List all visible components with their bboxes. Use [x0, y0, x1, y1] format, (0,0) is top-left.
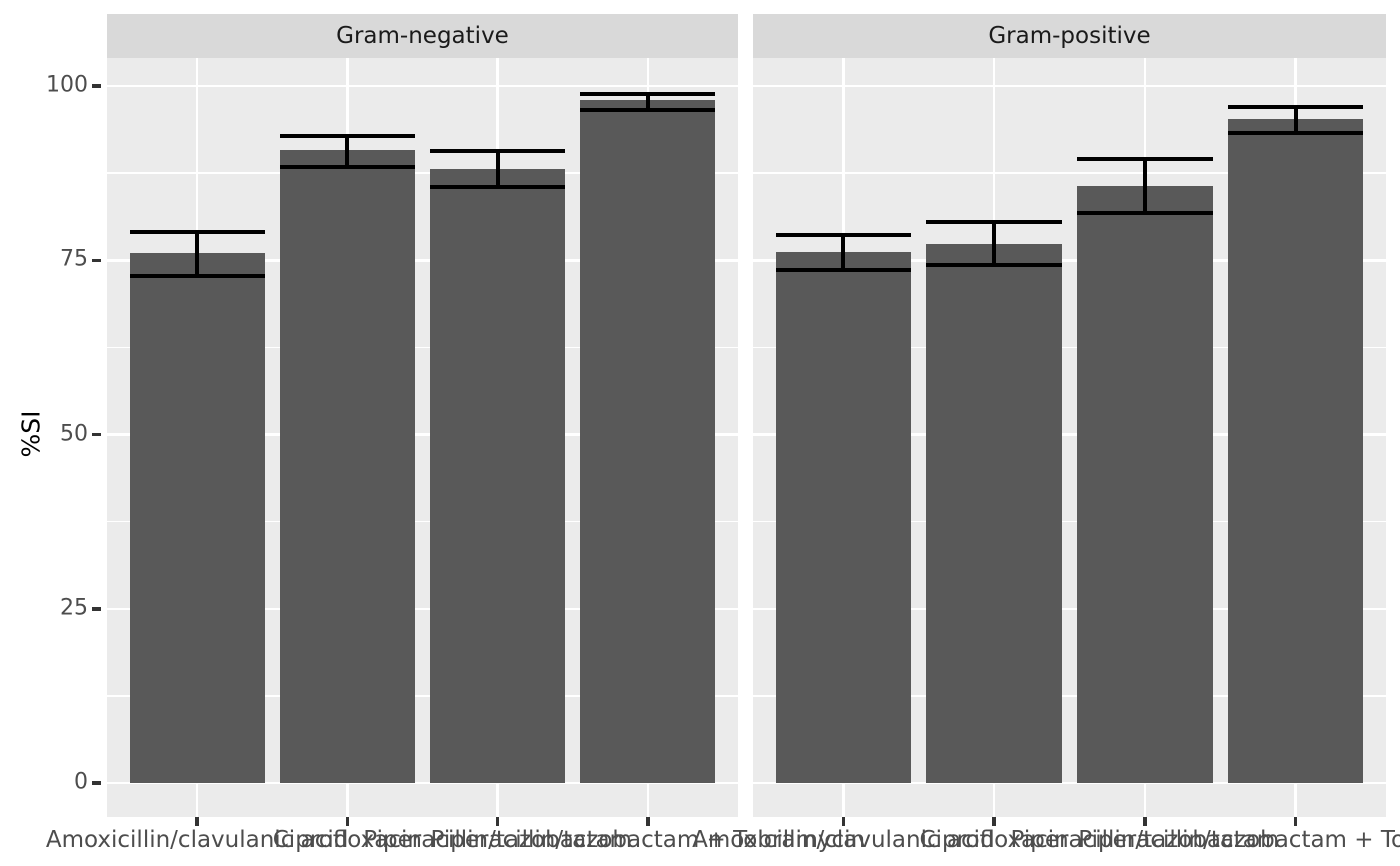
error-bar-cap — [129, 273, 265, 278]
bar — [430, 168, 566, 783]
gridline-minor-y — [753, 346, 1386, 349]
error-bar-stem — [992, 221, 997, 266]
y-tick-label: 0 — [74, 769, 88, 795]
x-tick-mark — [345, 817, 350, 826]
y-tick-mark — [92, 781, 101, 785]
gridline-major-y — [107, 259, 738, 262]
x-tick-mark — [841, 817, 846, 826]
x-tick-label: Ciprofloxacin — [919, 827, 1069, 853]
x-tick-label: Amoxicillin/clavulanic acid — [45, 827, 349, 853]
x-tick-label: Piperacillin/tazobactam + Tobramycin — [1078, 827, 1400, 853]
bar — [580, 99, 716, 783]
error-bar-stem — [645, 93, 650, 110]
gridline-major-y — [753, 607, 1386, 610]
gridline-minor-y — [753, 695, 1386, 697]
gridline-minor-y — [753, 520, 1386, 523]
y-tick-mark — [92, 258, 101, 262]
error-bar-cap — [1077, 210, 1213, 215]
error-bar-cap — [1227, 104, 1364, 109]
gridline-minor-y — [107, 172, 738, 174]
gridline-major-y — [107, 84, 738, 88]
bar — [1227, 118, 1364, 783]
bar — [279, 150, 415, 783]
gridline-major-y — [753, 259, 1386, 262]
gridline-major-y — [753, 84, 1386, 88]
error-bar-stem — [1142, 159, 1147, 213]
bar — [926, 243, 1062, 783]
error-bar-stem — [345, 136, 350, 167]
gridline-major-y — [107, 433, 738, 436]
error-bar-cap — [1077, 157, 1213, 162]
facet-panel — [107, 58, 738, 817]
error-bar-cap — [279, 134, 415, 139]
gridline-major-y — [753, 433, 1386, 436]
error-bar-cap — [580, 107, 716, 112]
error-bar-cap — [926, 219, 1062, 224]
y-tick-mark — [92, 607, 101, 611]
x-tick-mark — [495, 817, 500, 826]
y-tick-label: 100 — [46, 72, 88, 98]
x-tick-label: Piperacillin/tazobactam — [363, 827, 632, 853]
x-tick-mark — [195, 817, 199, 826]
y-tick-label: 50 — [60, 421, 88, 447]
bar — [775, 251, 912, 783]
x-tick-label: Piperacillin/tazobactam + Tobramycin — [430, 827, 866, 853]
error-bar-stem — [495, 150, 500, 188]
x-tick-label: Ciprofloxacin — [272, 827, 422, 853]
facet-panel — [753, 58, 1386, 817]
facet-strip-label: Gram-positive — [988, 23, 1151, 49]
x-tick-label: Amoxicillin/clavulanic acid — [692, 827, 995, 853]
facet-strip: Gram-negative — [107, 14, 738, 58]
x-tick-mark — [1143, 817, 1147, 826]
error-bar-cap — [279, 164, 415, 169]
bar — [129, 252, 265, 783]
facet-strip: Gram-positive — [753, 14, 1386, 58]
gridline-minor-y — [107, 346, 738, 349]
error-bar-cap — [430, 148, 566, 153]
error-bar-cap — [129, 229, 265, 234]
bar — [1077, 186, 1213, 783]
gridline-major-y — [107, 781, 738, 785]
error-bar-stem — [841, 235, 846, 270]
error-bar-cap — [580, 91, 716, 96]
facet-strip-label: Gram-negative — [336, 23, 509, 49]
x-tick-label: Piperacillin/tazobactam — [1010, 827, 1280, 853]
y-tick-label: 25 — [60, 595, 88, 621]
y-tick-label: 75 — [60, 246, 88, 272]
gridline-major-y — [107, 607, 738, 610]
y-tick-mark — [92, 432, 101, 437]
error-bar-stem — [195, 231, 200, 276]
error-bar-stem — [1293, 106, 1298, 133]
y-tick-mark — [92, 84, 101, 88]
gridline-major-y — [753, 781, 1386, 785]
error-bar-cap — [775, 233, 912, 238]
gridline-minor-y — [107, 695, 738, 697]
error-bar-cap — [926, 263, 1062, 268]
gridline-minor-y — [753, 172, 1386, 174]
error-bar-cap — [775, 268, 912, 272]
gridline-minor-y — [107, 520, 738, 523]
x-tick-mark — [992, 817, 996, 826]
x-tick-mark — [1293, 817, 1298, 826]
error-bar-cap — [430, 185, 566, 190]
x-tick-mark — [646, 817, 650, 826]
error-bar-cap — [1227, 130, 1364, 135]
